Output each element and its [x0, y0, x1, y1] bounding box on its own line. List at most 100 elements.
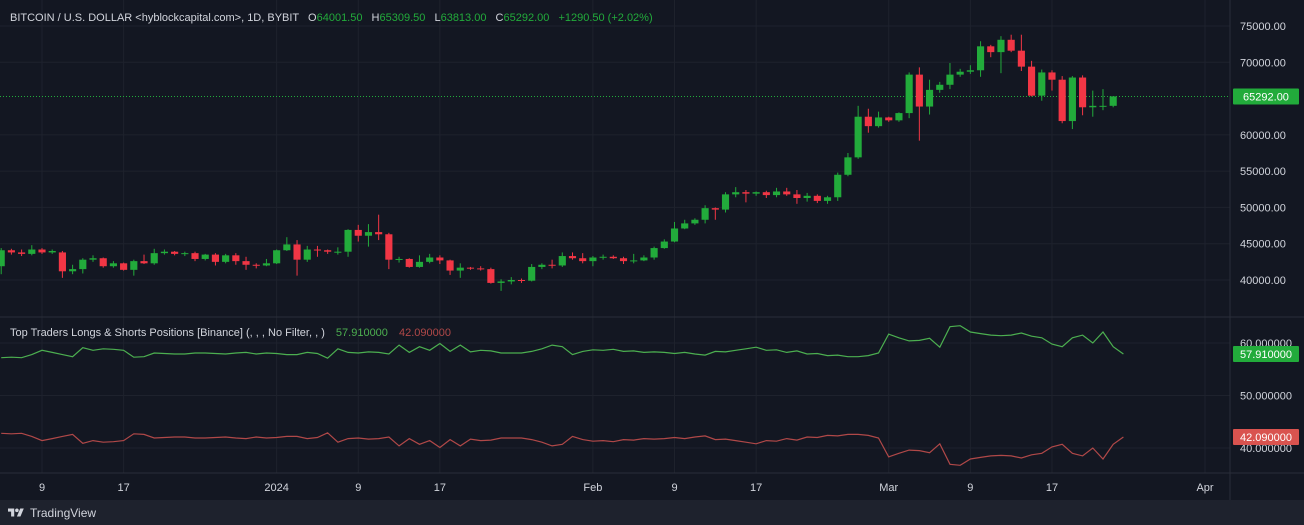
candle[interactable] — [834, 172, 842, 201]
candle[interactable] — [466, 266, 475, 270]
long-positions-line[interactable] — [1, 325, 1124, 359]
candle-series[interactable] — [0, 34, 1117, 291]
candle[interactable] — [415, 255, 424, 268]
candle[interactable] — [446, 259, 454, 275]
candle[interactable] — [1027, 60, 1036, 97]
candle[interactable] — [589, 256, 597, 267]
price-axis[interactable]: 75000.00 70000.00 60000.00 55000.00 50000.00… — [1240, 21, 1286, 287]
candle[interactable] — [558, 252, 566, 267]
symbol-legend[interactable]: BITCOIN / U.S. DOLLAR <hyblockcapital.co… — [10, 12, 653, 24]
candle[interactable] — [864, 108, 872, 133]
candle[interactable] — [0, 248, 5, 275]
candle[interactable] — [803, 192, 811, 202]
candle[interactable] — [783, 187, 791, 196]
candle[interactable] — [7, 248, 15, 255]
candle[interactable] — [823, 195, 832, 204]
candle[interactable] — [732, 187, 740, 198]
candle[interactable] — [426, 253, 434, 264]
candle[interactable] — [507, 277, 515, 285]
candle[interactable] — [48, 249, 56, 254]
candle[interactable] — [160, 249, 168, 255]
candle[interactable] — [619, 256, 628, 265]
candle[interactable] — [18, 249, 26, 257]
candle[interactable] — [915, 67, 923, 141]
candle[interactable] — [262, 258, 271, 267]
candle[interactable] — [181, 251, 189, 257]
candle[interactable] — [885, 116, 893, 122]
candle[interactable] — [497, 279, 505, 291]
candle[interactable] — [130, 259, 138, 276]
candle[interactable] — [793, 190, 801, 204]
candle[interactable] — [324, 249, 332, 254]
candle[interactable] — [579, 253, 587, 264]
candle[interactable] — [395, 256, 403, 263]
candle[interactable] — [436, 255, 444, 265]
candle[interactable] — [303, 245, 311, 262]
candle[interactable] — [966, 65, 974, 74]
candle[interactable] — [28, 245, 36, 256]
candle[interactable] — [640, 255, 648, 262]
candle[interactable] — [477, 266, 485, 271]
candle[interactable] — [650, 246, 658, 260]
candle[interactable] — [1109, 96, 1117, 108]
candle[interactable] — [171, 250, 179, 256]
candle[interactable] — [946, 63, 954, 90]
candle[interactable] — [58, 250, 66, 278]
candle[interactable] — [813, 194, 821, 204]
candle[interactable] — [1007, 34, 1015, 53]
candle[interactable] — [528, 264, 536, 282]
candle[interactable] — [201, 253, 209, 261]
candle[interactable] — [191, 251, 199, 262]
candle[interactable] — [895, 112, 903, 122]
footer-brand[interactable]: TradingView — [30, 505, 97, 520]
candle[interactable] — [1017, 34, 1025, 71]
candle[interactable] — [701, 205, 709, 224]
candle[interactable] — [283, 237, 291, 251]
candle[interactable] — [762, 190, 770, 198]
candle[interactable] — [38, 248, 46, 254]
candle[interactable] — [334, 247, 342, 255]
candle[interactable] — [976, 41, 985, 77]
candle[interactable] — [772, 187, 781, 198]
candle[interactable] — [1048, 70, 1056, 91]
candle[interactable] — [1038, 69, 1046, 101]
candle[interactable] — [548, 259, 556, 269]
candle[interactable] — [487, 267, 495, 284]
candle[interactable] — [854, 105, 862, 159]
candle[interactable] — [69, 264, 77, 275]
candle[interactable] — [874, 111, 883, 128]
candle[interactable] — [293, 240, 301, 276]
candle[interactable] — [936, 81, 944, 93]
candle[interactable] — [660, 239, 668, 249]
candle[interactable] — [925, 79, 934, 115]
candle[interactable] — [150, 248, 158, 265]
candle[interactable] — [375, 214, 383, 241]
candle[interactable] — [721, 192, 730, 213]
candle[interactable] — [89, 255, 97, 262]
candle[interactable] — [630, 253, 638, 264]
candle[interactable] — [232, 253, 240, 265]
candle[interactable] — [140, 254, 148, 265]
candle[interactable] — [711, 207, 719, 220]
candle[interactable] — [211, 253, 220, 266]
candle[interactable] — [956, 68, 964, 77]
candle[interactable] — [1079, 75, 1087, 116]
candle[interactable] — [905, 72, 913, 119]
candle[interactable] — [222, 253, 230, 264]
candle[interactable] — [99, 257, 107, 268]
candle[interactable] — [364, 224, 373, 247]
candle[interactable] — [1058, 76, 1066, 124]
candle[interactable] — [313, 245, 322, 257]
candle[interactable] — [109, 261, 117, 268]
candle[interactable] — [844, 153, 852, 177]
candle[interactable] — [252, 263, 260, 269]
candle[interactable] — [609, 255, 617, 259]
candle[interactable] — [517, 278, 526, 283]
candle[interactable] — [120, 262, 128, 271]
candle[interactable] — [691, 218, 699, 225]
candle[interactable] — [79, 258, 87, 274]
candle[interactable] — [354, 224, 362, 242]
candle[interactable] — [242, 256, 250, 270]
short-positions-line[interactable] — [1, 432, 1124, 466]
